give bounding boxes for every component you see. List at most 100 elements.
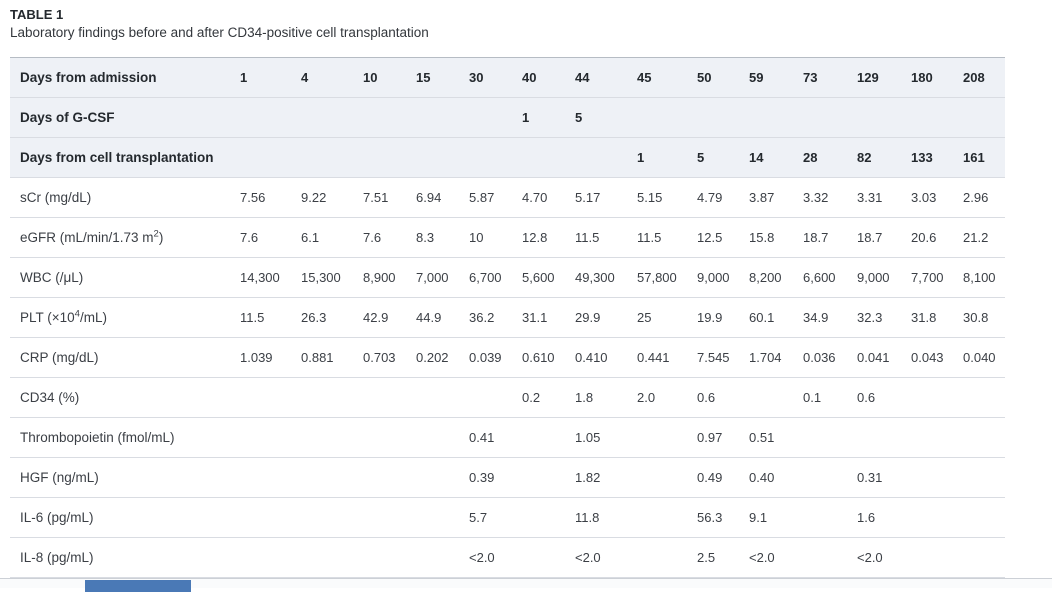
cell-value: 0.040 (963, 350, 996, 365)
cell-value (416, 458, 469, 498)
cell-value: 25 (637, 310, 652, 325)
cell-value: <2.0 (469, 550, 495, 565)
cell-value (363, 138, 416, 178)
table-row: IL-6 (pg/mL) 5.7 11.8 56.3 9.1 1.6 (10, 497, 1005, 538)
cell-value (363, 458, 416, 498)
cell-value (749, 378, 803, 418)
cell-value (911, 498, 963, 538)
cell-value: 1 (240, 70, 248, 85)
cell-value (522, 538, 575, 578)
cell-value: 10 (363, 70, 378, 85)
cell-value: 50 (697, 70, 712, 85)
cell-value: 11.8 (575, 510, 600, 525)
cell-value (301, 98, 363, 138)
table-row: PLT (×104/mL) 11.5 26.3 42.9 44.9 36.2 31.1 29.… (10, 297, 1005, 338)
cell-value: 4.70 (522, 190, 548, 205)
cell-value: 8,100 (963, 270, 996, 285)
cell-value: 6,700 (469, 270, 502, 285)
cell-value: 9.1 (749, 510, 768, 525)
cell-value: 11.5 (637, 230, 662, 245)
row-label: PLT (×104/mL) (20, 308, 107, 325)
row-label-superscript: 2 (153, 228, 159, 240)
lab-findings-table: Days from admission 1 4 10 15 30 40 44 45 50 59 73 1… (10, 57, 1005, 578)
cell-value: 0.49 (697, 470, 723, 485)
cell-value: 8.3 (416, 230, 435, 245)
cell-value: 18.7 (803, 230, 829, 245)
cell-value: 1.6 (857, 510, 876, 525)
cell-value (963, 98, 1005, 138)
cell-value: 57,800 (637, 270, 677, 285)
cell-value (963, 498, 1005, 538)
cell-value: 9,000 (697, 270, 730, 285)
cell-value (240, 138, 301, 178)
cell-value: 2.96 (963, 190, 989, 205)
cell-value: 42.9 (363, 310, 389, 325)
cell-value (469, 98, 522, 138)
table-row: WBC (/μL) 14,300 15,300 8,900 7,000 6,700 5,60… (10, 257, 1005, 298)
cell-value (416, 138, 469, 178)
cell-value: 5.87 (469, 190, 495, 205)
cell-value (857, 98, 911, 138)
cell-value (363, 378, 416, 418)
cell-value (963, 378, 1005, 418)
cell-value: 0.202 (416, 350, 449, 365)
cell-value: 0.1 (803, 390, 822, 405)
cell-value (522, 138, 575, 178)
cell-value: 30.8 (963, 310, 989, 325)
cell-value: 0.6 (697, 390, 716, 405)
cell-value (240, 538, 301, 578)
cell-value: 45 (637, 70, 652, 85)
cell-value (857, 418, 911, 458)
cell-value: 1.039 (240, 350, 273, 365)
row-label: eGFR (mL/min/1.73 m2) (20, 228, 164, 245)
cell-value: 0.610 (522, 350, 555, 365)
cell-value: 18.7 (857, 230, 883, 245)
cell-value (637, 498, 697, 538)
cell-value: 0.51 (749, 430, 775, 445)
lab-table: Days from admission 1 4 10 15 30 40 44 45 50 59 73 1… (10, 57, 1005, 578)
table-row: IL-8 (pg/mL) <2.0 <2.0 2.5 <2.0 <2.0 (10, 537, 1005, 578)
cell-value: 5.7 (469, 510, 488, 525)
cell-value: 1 (637, 150, 645, 165)
cell-value: 11.5 (240, 310, 265, 325)
cell-value: 29.9 (575, 310, 601, 325)
cell-value: 31.1 (522, 310, 548, 325)
cell-value: 12.5 (697, 230, 723, 245)
cell-value: 3.31 (857, 190, 883, 205)
cell-value (240, 98, 301, 138)
cell-value (301, 498, 363, 538)
cell-value: 1 (522, 110, 530, 125)
row-label: IL-8 (pg/mL) (20, 550, 94, 565)
cell-value: 0.40 (749, 470, 775, 485)
cell-value: 15,300 (301, 270, 341, 285)
table-row: CRP (mg/dL) 1.039 0.881 0.703 0.202 0.039 0.61… (10, 337, 1005, 378)
cell-value (637, 98, 697, 138)
cell-value (911, 538, 963, 578)
cell-value (416, 378, 469, 418)
row-label: Days of G-CSF (20, 110, 115, 125)
cell-value: 10 (469, 230, 484, 245)
cell-value (416, 538, 469, 578)
table-row: Days from cell transplantation 1 5 14 28 82 13… (10, 137, 1005, 178)
cell-value: 73 (803, 70, 818, 85)
row-label: IL-6 (pg/mL) (20, 510, 94, 525)
table-row: sCr (mg/dL) 7.56 9.22 7.51 6.94 5.87 4.70 5.17 5… (10, 177, 1005, 218)
row-label: CD34 (%) (20, 390, 80, 405)
cell-value (803, 498, 857, 538)
cell-value: 0.881 (301, 350, 334, 365)
cell-value: 3.32 (803, 190, 829, 205)
cell-value (363, 498, 416, 538)
cell-value (911, 378, 963, 418)
cell-value (522, 458, 575, 498)
partial-bottom-element (85, 580, 191, 592)
cell-value: 0.441 (637, 350, 670, 365)
cell-value (963, 418, 1005, 458)
table-row: Days of G-CSF 1 5 (10, 97, 1005, 138)
cell-value: 6,600 (803, 270, 836, 285)
cell-value (363, 418, 416, 458)
cell-value (363, 538, 416, 578)
cell-value: 1.704 (749, 350, 782, 365)
cell-value: 133 (911, 150, 933, 165)
cell-value: 8,200 (749, 270, 782, 285)
cell-value: 5.17 (575, 190, 601, 205)
